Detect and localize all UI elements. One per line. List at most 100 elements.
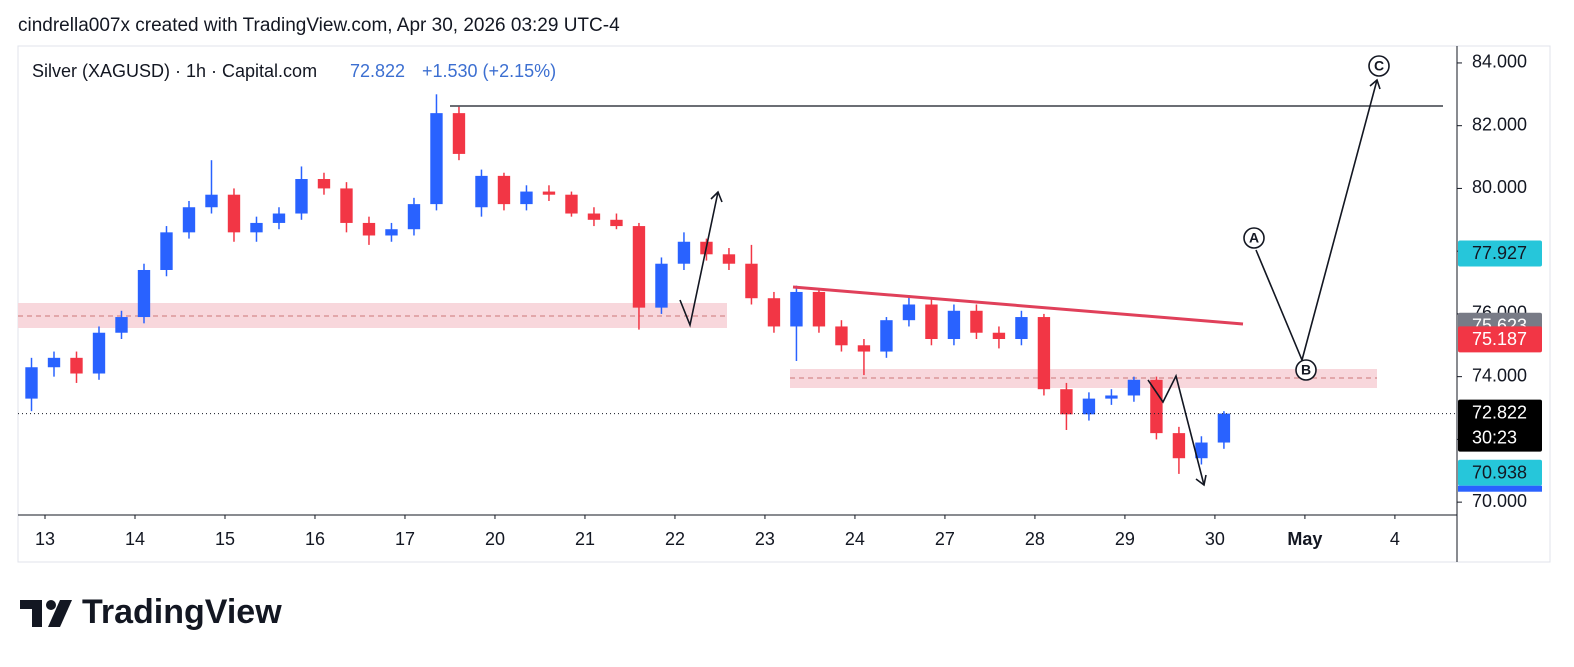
price-marker	[1458, 485, 1542, 492]
candle-body	[925, 304, 938, 340]
y-tick-label: 84.000	[1472, 52, 1527, 72]
candle-body	[542, 191, 556, 195]
candle-body	[452, 113, 466, 154]
zone	[790, 369, 1377, 388]
x-tick-label: 23	[755, 529, 775, 549]
x-tick-label: 21	[575, 529, 595, 549]
candle-body	[1082, 398, 1096, 415]
arrow	[1147, 373, 1205, 486]
candle-body	[160, 232, 173, 270]
candle-body	[362, 222, 376, 236]
wave-circle	[1295, 359, 1317, 381]
candle-body	[587, 213, 601, 220]
price-label: 70.938	[1472, 462, 1527, 482]
candle-body	[182, 207, 196, 233]
wave-label: A	[1249, 230, 1259, 246]
y-tick-label: 74.000	[1472, 365, 1527, 385]
wave-circle	[1243, 227, 1265, 249]
last-price: 72.822	[350, 61, 405, 81]
candle-body	[1105, 395, 1118, 399]
x-tick-label: 16	[305, 529, 325, 549]
logo-part	[48, 600, 72, 627]
axis-labels: 70.00072.00074.00076.00078.00080.00082.0…	[35, 52, 1542, 549]
candle-body	[295, 179, 308, 214]
candle-body	[565, 194, 578, 214]
brand-logo	[20, 600, 72, 627]
candle-body	[1060, 389, 1073, 415]
x-tick-label: 15	[215, 529, 235, 549]
last-price-label: 72.822	[1472, 402, 1527, 422]
price-label-box	[1458, 240, 1542, 267]
arrowhead	[710, 190, 723, 203]
candle-body	[992, 332, 1006, 340]
wave-circle	[1368, 55, 1390, 77]
price-change: +1.530 (+2.15%)	[422, 61, 556, 81]
price-label-box	[1458, 459, 1542, 486]
candle-body	[902, 304, 916, 321]
candle-body	[317, 179, 331, 189]
x-tick-label: 22	[665, 529, 685, 549]
candle-body	[497, 175, 511, 205]
arrowhead	[1369, 78, 1381, 90]
candle-body	[610, 219, 623, 227]
y-tick-label: 70.000	[1472, 491, 1527, 511]
candle-body	[655, 263, 668, 308]
candle-body	[430, 113, 443, 205]
wave-label: C	[1374, 58, 1384, 74]
candle-body	[47, 357, 61, 368]
candle-body	[1015, 317, 1028, 340]
candle-body	[1195, 442, 1208, 459]
brand-name: TradingView	[82, 593, 282, 631]
candles	[18, 94, 1457, 474]
candle-body	[70, 357, 83, 374]
x-tick-label: 14	[125, 529, 145, 549]
candle-body	[205, 194, 218, 208]
candle-body	[745, 263, 758, 299]
candle-body	[520, 191, 533, 205]
candle-body	[970, 310, 983, 333]
x-tick-label: 27	[935, 529, 955, 549]
candle-body	[25, 367, 38, 399]
candle-body	[1150, 379, 1163, 434]
x-tick-label: 13	[35, 529, 55, 549]
candle-body	[812, 291, 826, 327]
x-tick-label: May	[1287, 529, 1322, 549]
candle-body	[115, 317, 128, 333]
candle-body	[227, 194, 241, 233]
last-price-box	[1458, 399, 1542, 452]
candle-body	[722, 254, 736, 264]
candle-body	[137, 269, 151, 318]
logo-part	[20, 600, 42, 627]
logo-part	[46, 600, 56, 610]
countdown: 30:23	[1472, 427, 1517, 447]
price-label-box	[1458, 326, 1542, 353]
candle-body	[340, 188, 353, 223]
candle-body	[677, 241, 691, 264]
candle-body	[1037, 317, 1051, 390]
candle-body	[1127, 379, 1141, 396]
candle-body	[947, 310, 961, 340]
candle-body	[880, 320, 893, 352]
candle-body	[475, 175, 488, 208]
arrowhead	[1195, 474, 1207, 487]
candle-body	[857, 345, 871, 352]
arrow	[679, 191, 719, 328]
x-tick-label: 4	[1390, 529, 1400, 549]
x-tick-label: 29	[1115, 529, 1135, 549]
candle-body	[632, 226, 646, 308]
price-label: 75.187	[1472, 329, 1527, 349]
candle-body	[835, 326, 848, 346]
path-drawings	[679, 55, 1390, 487]
x-tick-label: 24	[845, 529, 865, 549]
x-tick-label: 30	[1205, 529, 1225, 549]
x-tick-label: 20	[485, 529, 505, 549]
candle-body	[407, 204, 421, 230]
candle-body	[92, 332, 106, 374]
candle-body	[385, 229, 398, 236]
price-label: 77.927	[1472, 243, 1527, 263]
header: cindrella007x created with TradingView.c…	[18, 15, 620, 36]
y-tick-label: 82.000	[1472, 114, 1527, 134]
wave-label: B	[1301, 362, 1311, 378]
